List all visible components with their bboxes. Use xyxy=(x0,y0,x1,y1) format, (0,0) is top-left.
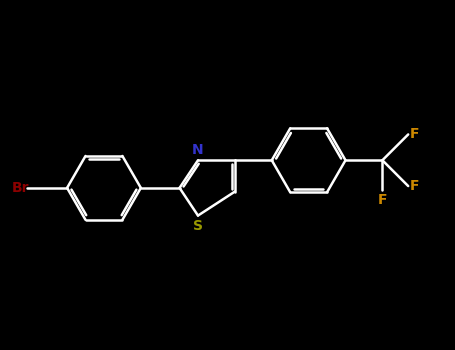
Text: Br: Br xyxy=(12,181,30,195)
Text: F: F xyxy=(378,194,387,208)
Text: N: N xyxy=(192,143,204,157)
Text: S: S xyxy=(193,218,203,232)
Text: F: F xyxy=(410,127,420,141)
Text: F: F xyxy=(410,179,420,193)
